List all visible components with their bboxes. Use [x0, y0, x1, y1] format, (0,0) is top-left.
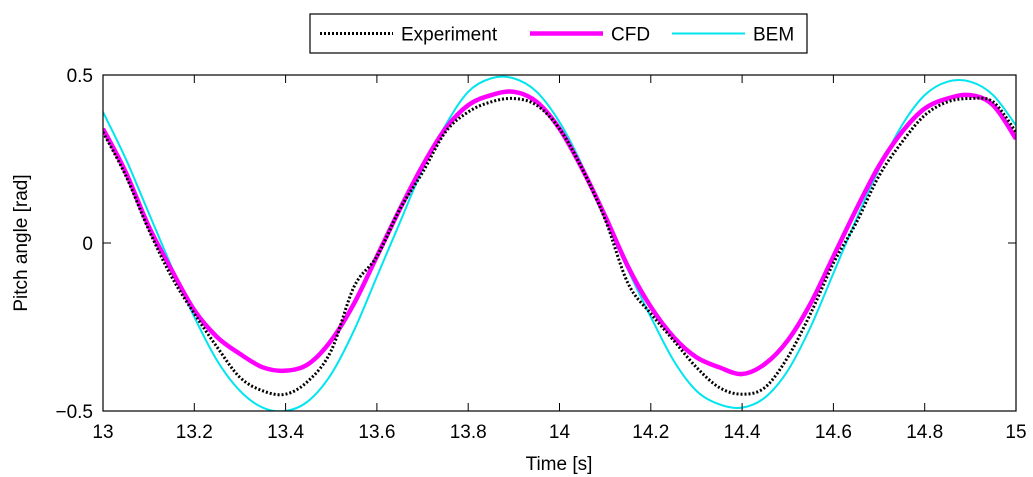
- y-axis-label: Pitch angle [rad]: [11, 174, 32, 311]
- x-tick-label: 14.8: [906, 422, 943, 443]
- x-tick-label: 13.4: [267, 422, 304, 443]
- x-tick-label: 15: [1005, 422, 1026, 443]
- x-tick-label: 13.8: [450, 422, 487, 443]
- x-tick-label: 13.2: [176, 422, 213, 443]
- x-tick-label: 14.6: [815, 422, 852, 443]
- y-tick-label: −0.5: [55, 402, 93, 423]
- x-tick-label: 13: [92, 422, 113, 443]
- x-tick-label: 14: [549, 422, 571, 443]
- y-tick-label: 0: [82, 234, 93, 255]
- legend: Experiment CFD BEM: [310, 14, 807, 53]
- legend-label-experiment: Experiment: [401, 25, 498, 46]
- x-tick-label: 13.6: [358, 422, 395, 443]
- legend-label-bem: BEM: [753, 25, 794, 46]
- legend-label-cfd: CFD: [611, 25, 650, 46]
- x-axis-label: Time [s]: [526, 454, 593, 475]
- x-tick-label: 14.2: [632, 422, 669, 443]
- y-tick-label: 0.5: [67, 66, 93, 87]
- x-tick-label: 14.4: [724, 422, 761, 443]
